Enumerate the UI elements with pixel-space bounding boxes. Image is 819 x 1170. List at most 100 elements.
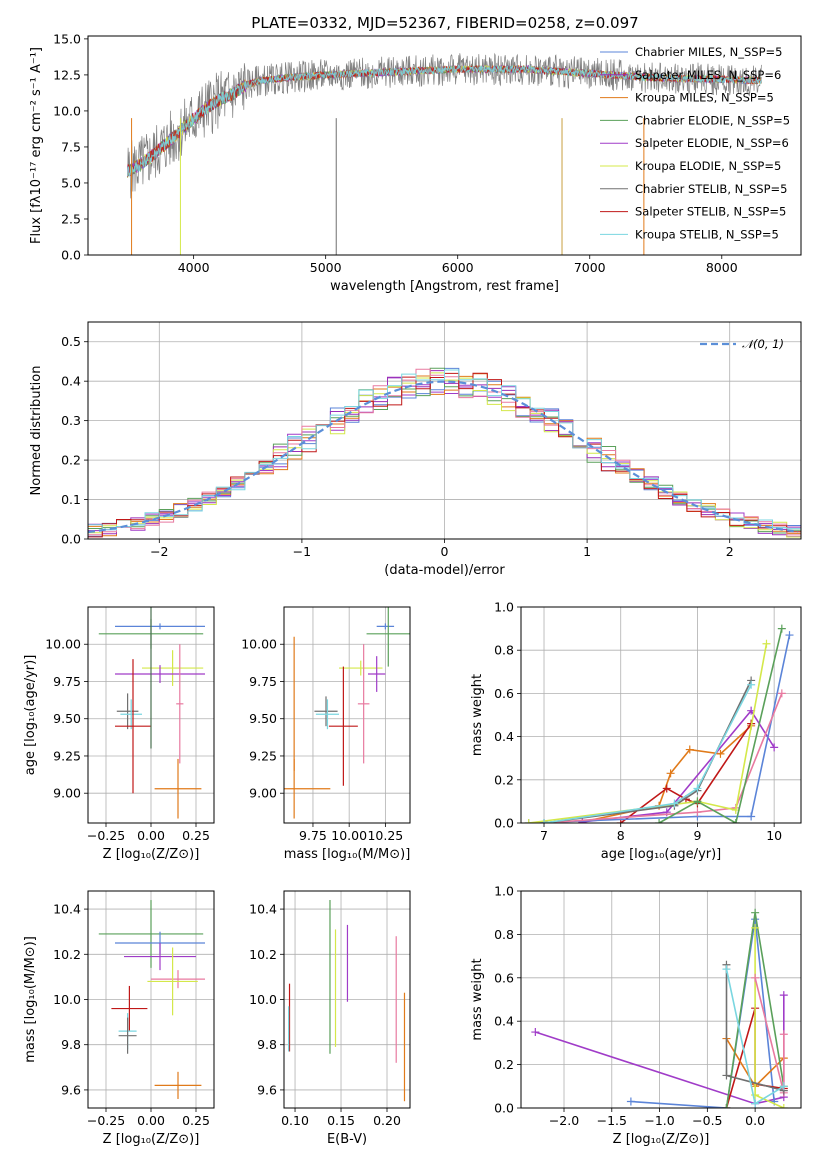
- mass-weight-marker: [751, 973, 760, 982]
- mass-weight-marker: [685, 745, 694, 754]
- data-group: [284, 607, 410, 819]
- x-tick-label: 10: [766, 828, 782, 843]
- axes-frame: [87, 35, 802, 256]
- y-tick-label: 10.0: [249, 992, 277, 1007]
- age-vs-metallicity-panel: −0.25 0.00 0.25 9.00 9.25 9.50 9.75 10.00 Z [log…: [23, 606, 215, 862]
- y-axis-label: mass weight: [470, 958, 485, 1040]
- y-axis-label: Normed distribution: [29, 366, 44, 496]
- y-tick-label: 1.0: [494, 600, 514, 615]
- x-axis-label: mass [log₁₀(M/M⊙)]: [284, 847, 411, 862]
- x-tick-label: 0: [441, 544, 449, 559]
- residual-histogram: [88, 369, 801, 534]
- x-tick-label: 0.25: [182, 1113, 210, 1128]
- x-tick-label: 10.25: [367, 828, 403, 843]
- x-axis-label: (data-model)/error: [384, 563, 505, 578]
- y-tick-label: 15.0: [53, 31, 81, 46]
- x-tick-label: −1: [293, 544, 311, 559]
- age-vs-mass-panel: 9.75 10.00 10.259.009.259.509.7510.00mass …: [241, 606, 411, 862]
- y-axis-label: Flux [fλ10⁻¹⁷ erg cm⁻² s⁻¹ A⁻¹]: [29, 47, 44, 244]
- axes-frame: [283, 890, 411, 1109]
- mass-weight-marker: [751, 908, 760, 917]
- y-axis-label: mass weight: [470, 674, 485, 756]
- y-tick-label: 7.5: [61, 139, 81, 154]
- mass-weight-line: [543, 684, 752, 823]
- x-tick-label: −0.25: [87, 828, 125, 843]
- x-tick-label: 0.00: [137, 1113, 165, 1128]
- massweight-vs-metallicity-panel: −2.0 −1.5 −1.0 −0.5 0.0 0.0 0.2 0.4 0.6 0.8 1.0 Z […: [470, 884, 802, 1147]
- mass-weight-marker: [531, 1028, 540, 1037]
- mass-weight-marker: [670, 799, 679, 808]
- x-tick-label: −2.0: [549, 1113, 579, 1128]
- data-group: [98, 607, 205, 819]
- axes-frame: [87, 606, 215, 824]
- mass-vs-ebv-panel: 0.10 0.15 0.20 9.6 9.8 10.0 10.2 10.4 E(B-V): [249, 890, 411, 1147]
- y-tick-label: 0.4: [494, 1014, 514, 1029]
- y-axis-label: age [log₁₀(age/yr)]: [23, 655, 38, 776]
- y-tick-label: 0.0: [61, 248, 81, 263]
- mass-weight-line: [658, 628, 783, 823]
- mass-weight-marker: [693, 797, 702, 806]
- x-tick-label: −1.5: [597, 1113, 627, 1128]
- mass-weight-marker: [540, 819, 549, 823]
- x-axis-label: wavelength [Angstrom, rest frame]: [330, 279, 559, 294]
- legend-entry: Salpeter STELIB, N_SSP=5: [635, 205, 786, 219]
- legend: 𝒩(0, 1): [700, 337, 784, 351]
- x-tick-label: −0.5: [692, 1113, 722, 1128]
- legend-entry: 𝒩(0, 1): [742, 337, 784, 351]
- y-tick-label: 10.2: [249, 947, 277, 962]
- y-tick-label: 0.5: [61, 334, 81, 349]
- y-tick-label: 9.50: [249, 711, 277, 726]
- model-spectrum-line: [127, 65, 762, 177]
- y-tick-label: 9.00: [249, 786, 277, 801]
- x-tick-label: 0.00: [137, 828, 165, 843]
- x-axis-label: Z [log₁₀(Z/Z⊙)]: [103, 1132, 200, 1147]
- mass-weight-marker: [751, 1099, 760, 1108]
- y-tick-label: 10.2: [53, 947, 81, 962]
- x-tick-label: 9.75: [299, 828, 327, 843]
- x-axis-label: E(B-V): [327, 1132, 367, 1147]
- data-group: [98, 900, 205, 1099]
- mass-weight-marker: [722, 965, 731, 974]
- mass-weight-marker: [777, 624, 786, 633]
- mass-weight-marker: [524, 819, 533, 823]
- y-tick-label: 10.4: [249, 902, 277, 917]
- x-tick-label: −1.0: [644, 1113, 674, 1128]
- gaussian-curve: [88, 380, 799, 534]
- y-tick-label: 9.8: [257, 1037, 277, 1052]
- mass-weight-marker: [747, 680, 756, 689]
- y-axis-label: mass [log₁₀(M/M⊙)]: [23, 936, 38, 1063]
- mass-weight-marker: [779, 1082, 788, 1091]
- mass-weight-marker: [747, 812, 756, 821]
- data-group: [524, 624, 794, 823]
- mass-weight-marker: [722, 1104, 731, 1108]
- x-tick-label: 7000: [574, 260, 606, 275]
- mass-weight-marker: [779, 991, 788, 1000]
- mass-vs-metallicity-panel: −0.25 0.00 0.25 9.6 9.8 10.0 10.2 10.4 Z [log₁₀(…: [23, 890, 215, 1147]
- y-tick-label: 0.0: [61, 532, 81, 547]
- x-tick-label: 8: [617, 828, 625, 843]
- data-group: [127, 52, 762, 255]
- mass-weight-marker: [626, 1097, 635, 1106]
- y-tick-label: 9.25: [249, 748, 277, 763]
- legend: Chabrier MILES, N_SSP=5 Salpeter MILES, N…: [600, 45, 790, 241]
- axes-frame: [283, 606, 411, 824]
- plot-area: [284, 607, 410, 823]
- axes-frame: [520, 606, 802, 824]
- mass-weight-marker: [777, 689, 786, 698]
- y-tick-label: 0.2: [61, 453, 81, 468]
- data-group: [287, 900, 406, 1102]
- mass-weight-marker: [785, 631, 794, 640]
- y-tick-label: 0.8: [494, 643, 514, 658]
- x-axis-label: age [log₁₀(age/yr)]: [601, 847, 722, 862]
- y-tick-label: 12.5: [53, 67, 81, 82]
- plot-area: [521, 607, 801, 823]
- x-tick-label: −2: [150, 544, 168, 559]
- mass-weight-marker: [693, 784, 702, 793]
- mass-weight-marker: [666, 769, 675, 778]
- y-tick-label: 10.0: [53, 992, 81, 1007]
- legend-entry: Salpeter MILES, N_SSP=6: [635, 68, 781, 82]
- x-tick-label: 10.00: [331, 828, 367, 843]
- y-tick-label: 9.25: [53, 748, 81, 763]
- y-tick-label: 0.1: [61, 492, 81, 507]
- y-tick-label: 9.00: [53, 786, 81, 801]
